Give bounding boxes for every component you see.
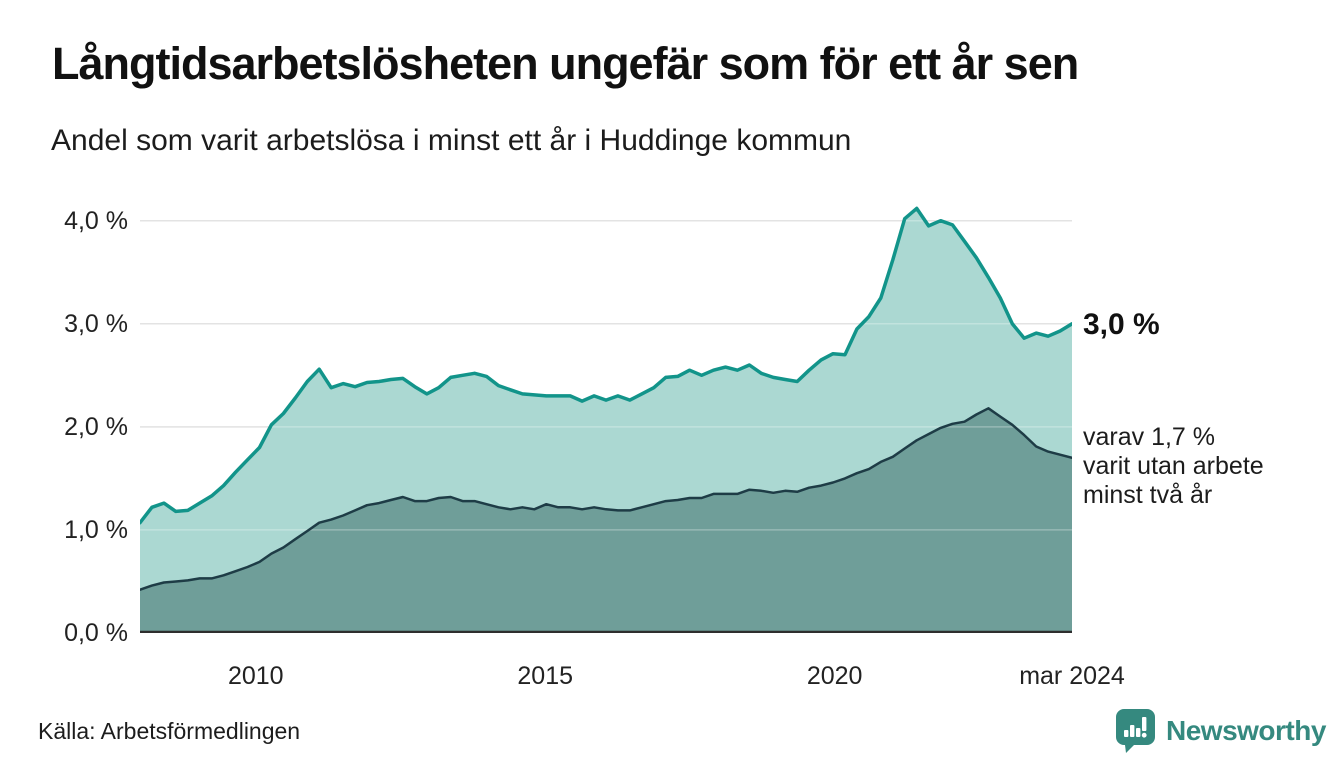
y-tick-label: 1,0 % bbox=[64, 515, 128, 544]
secondary-value-label: varav 1,7 % varit utan arbete minst två … bbox=[1083, 423, 1264, 510]
brand-logo: Newsworthy bbox=[1115, 708, 1326, 754]
series-line-1 bbox=[138, 407, 1074, 591]
x-tick-label: 2020 bbox=[806, 662, 863, 690]
area-chart bbox=[138, 206, 1074, 634]
x-tick-label: 2015 bbox=[517, 662, 574, 690]
y-tick-label: 3,0 % bbox=[64, 309, 128, 338]
y-tick-label: 2,0 % bbox=[64, 412, 128, 441]
secondary-value-line: varit utan arbete bbox=[1083, 452, 1264, 480]
page-title: Långtidsarbetslösheten ungefär som för e… bbox=[52, 38, 1079, 89]
y-tick-label: 0,0 % bbox=[64, 619, 128, 647]
newsworthy-logo-icon bbox=[1116, 709, 1155, 753]
x-tick-label: 2010 bbox=[227, 662, 284, 690]
y-tick-label: 4,0 % bbox=[64, 206, 128, 235]
page-subtitle: Andel som varit arbetslösa i minst ett å… bbox=[51, 124, 852, 157]
chart-plot-area bbox=[138, 196, 1074, 634]
brand-name: Newsworthy bbox=[1166, 715, 1326, 746]
secondary-value-line: minst två år bbox=[1083, 481, 1213, 509]
secondary-value-line: varav 1,7 % bbox=[1083, 423, 1216, 451]
x-tick-label: mar 2024 bbox=[1019, 662, 1125, 690]
series-area-1 bbox=[140, 408, 1072, 633]
source-note: Källa: Arbetsförmedlingen bbox=[38, 718, 301, 744]
series-line-0 bbox=[138, 206, 1074, 525]
latest-value-label: 3,0 % bbox=[1083, 308, 1160, 341]
